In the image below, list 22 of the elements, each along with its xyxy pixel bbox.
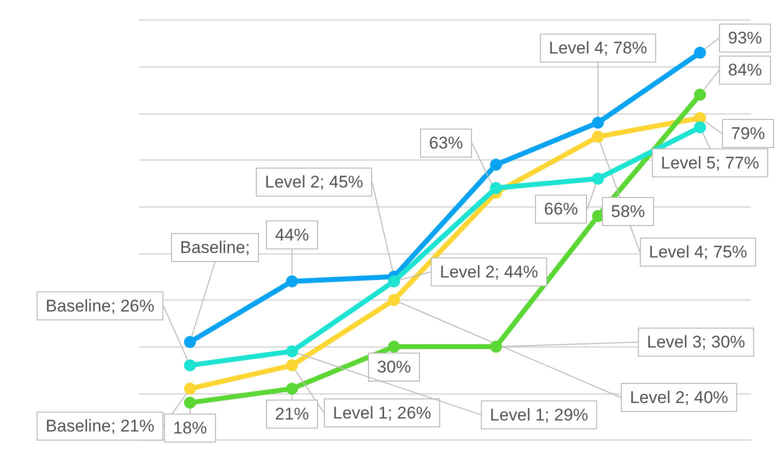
data-label: 21% [274,404,310,424]
data-label: Baseline; [180,238,250,257]
data-label: 84% [728,60,762,80]
data-label: Level 1; 26% [332,403,432,422]
data-label: Baseline; 26% [46,296,154,316]
data-label: Level 2; 44% [440,262,538,282]
data-label: 79% [730,124,766,143]
data-label: Level 5; 77% [660,153,760,172]
data-label: 93% [728,28,762,48]
data-label: Level 4; 78% [548,38,648,58]
data-label: Baseline; 21% [46,416,154,436]
data-label: Level 2; 40% [630,388,728,407]
data-label: 44% [274,225,310,244]
data-label: Level 4; 75% [648,242,748,262]
data-label: 63% [428,134,464,153]
data-label: Level 3; 30% [646,332,746,352]
data-label: 58% [610,202,646,221]
data-label: 30% [376,358,412,377]
data-label: Level 1; 29% [490,405,588,424]
data-label: 18% [172,418,208,438]
data-label: 66% [544,200,578,219]
data-label: Level 2; 45% [264,172,364,192]
